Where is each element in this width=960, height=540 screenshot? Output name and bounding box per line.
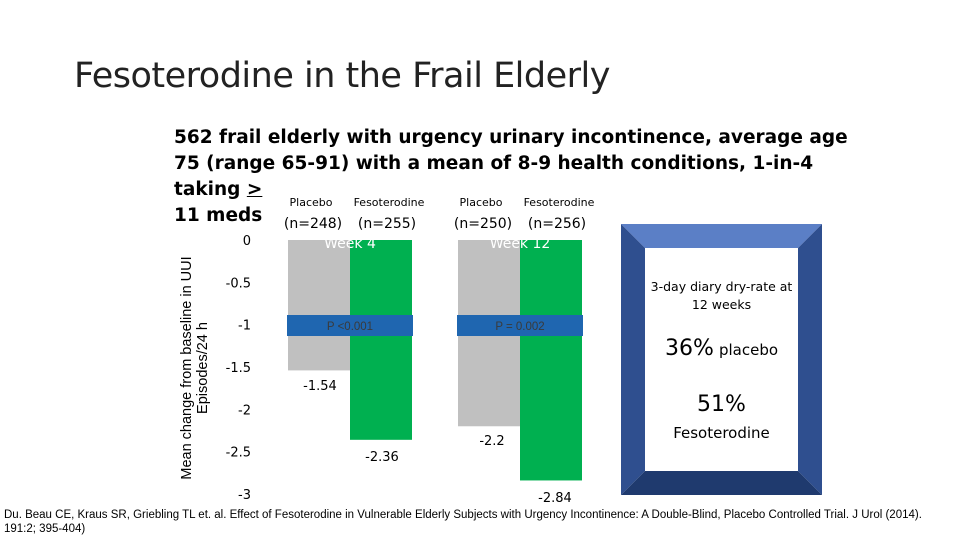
week-label: Week 12 [490, 236, 551, 252]
week-label: Week 4 [324, 236, 376, 252]
p-value-box [287, 315, 413, 336]
dry-rate-note: 3-day diary dry-rate at 12 weeks [650, 279, 793, 312]
bar-category-label: Fesoterodine [524, 196, 595, 209]
fesoterodine-bar-week-4 [350, 240, 412, 440]
feso-dry-rate-label: Fesoterodine [673, 424, 770, 442]
bar-value-label: -2.84 [538, 491, 572, 506]
y-tick-label: 0 [243, 234, 251, 249]
callout-bevel-frame [621, 224, 822, 495]
y-tick-label: -2 [238, 403, 251, 418]
placebo-dry-rate: 36% placebo [645, 336, 798, 361]
slide-title: Fesoterodine in the Frail Elderly [74, 56, 610, 96]
study-summary-underlined: > [246, 179, 263, 200]
dry-rate-callout: 3-day diary dry-rate at 12 weeks 36% pla… [621, 224, 822, 495]
p-value-label: P <0.001 [327, 321, 373, 333]
y-tick-label: -2.5 [226, 446, 251, 461]
bar-value-label: -2.2 [479, 434, 504, 449]
p-value-label: P = 0.002 [495, 321, 544, 333]
y-tick-label: -1.5 [226, 361, 251, 376]
bar-category-label: Placebo [460, 196, 503, 209]
bar-n-label: (n=248) [284, 216, 342, 232]
y-tick-label: -3 [238, 488, 251, 503]
study-summary: 562 frail elderly with urgency urinary i… [174, 125, 854, 229]
bar-n-label: (n=256) [528, 216, 586, 232]
placebo-dry-rate-label: placebo [718, 341, 779, 359]
placebo-bar-week-4 [288, 240, 350, 371]
feso-dry-rate-pct: 51% [697, 392, 746, 417]
bar-n-label: (n=250) [454, 216, 512, 232]
p-value-box [457, 315, 583, 336]
study-summary-main: 562 frail elderly with urgency urinary i… [174, 127, 848, 200]
fesoterodine-bar-week-12 [520, 240, 582, 481]
bar-category-label: Fesoterodine [354, 196, 425, 209]
bar-value-label: -1.54 [303, 379, 337, 394]
study-summary-tail: 11 meds [174, 205, 263, 226]
y-axis-title: Mean change from baseline in UUIEpisodes… [179, 256, 211, 479]
placebo-dry-rate-pct: 36% [664, 336, 714, 361]
y-tick-label: -1 [238, 319, 251, 334]
bar-value-label: -2.36 [365, 450, 399, 465]
bar-n-label: (n=255) [358, 216, 416, 232]
bar-category-label: Placebo [290, 196, 333, 209]
callout-face: 3-day diary dry-rate at 12 weeks 36% pla… [645, 248, 798, 471]
citation: Du. Beau CE, Kraus SR, Griebling TL et. … [4, 509, 922, 535]
y-tick-label: -0.5 [226, 276, 251, 291]
